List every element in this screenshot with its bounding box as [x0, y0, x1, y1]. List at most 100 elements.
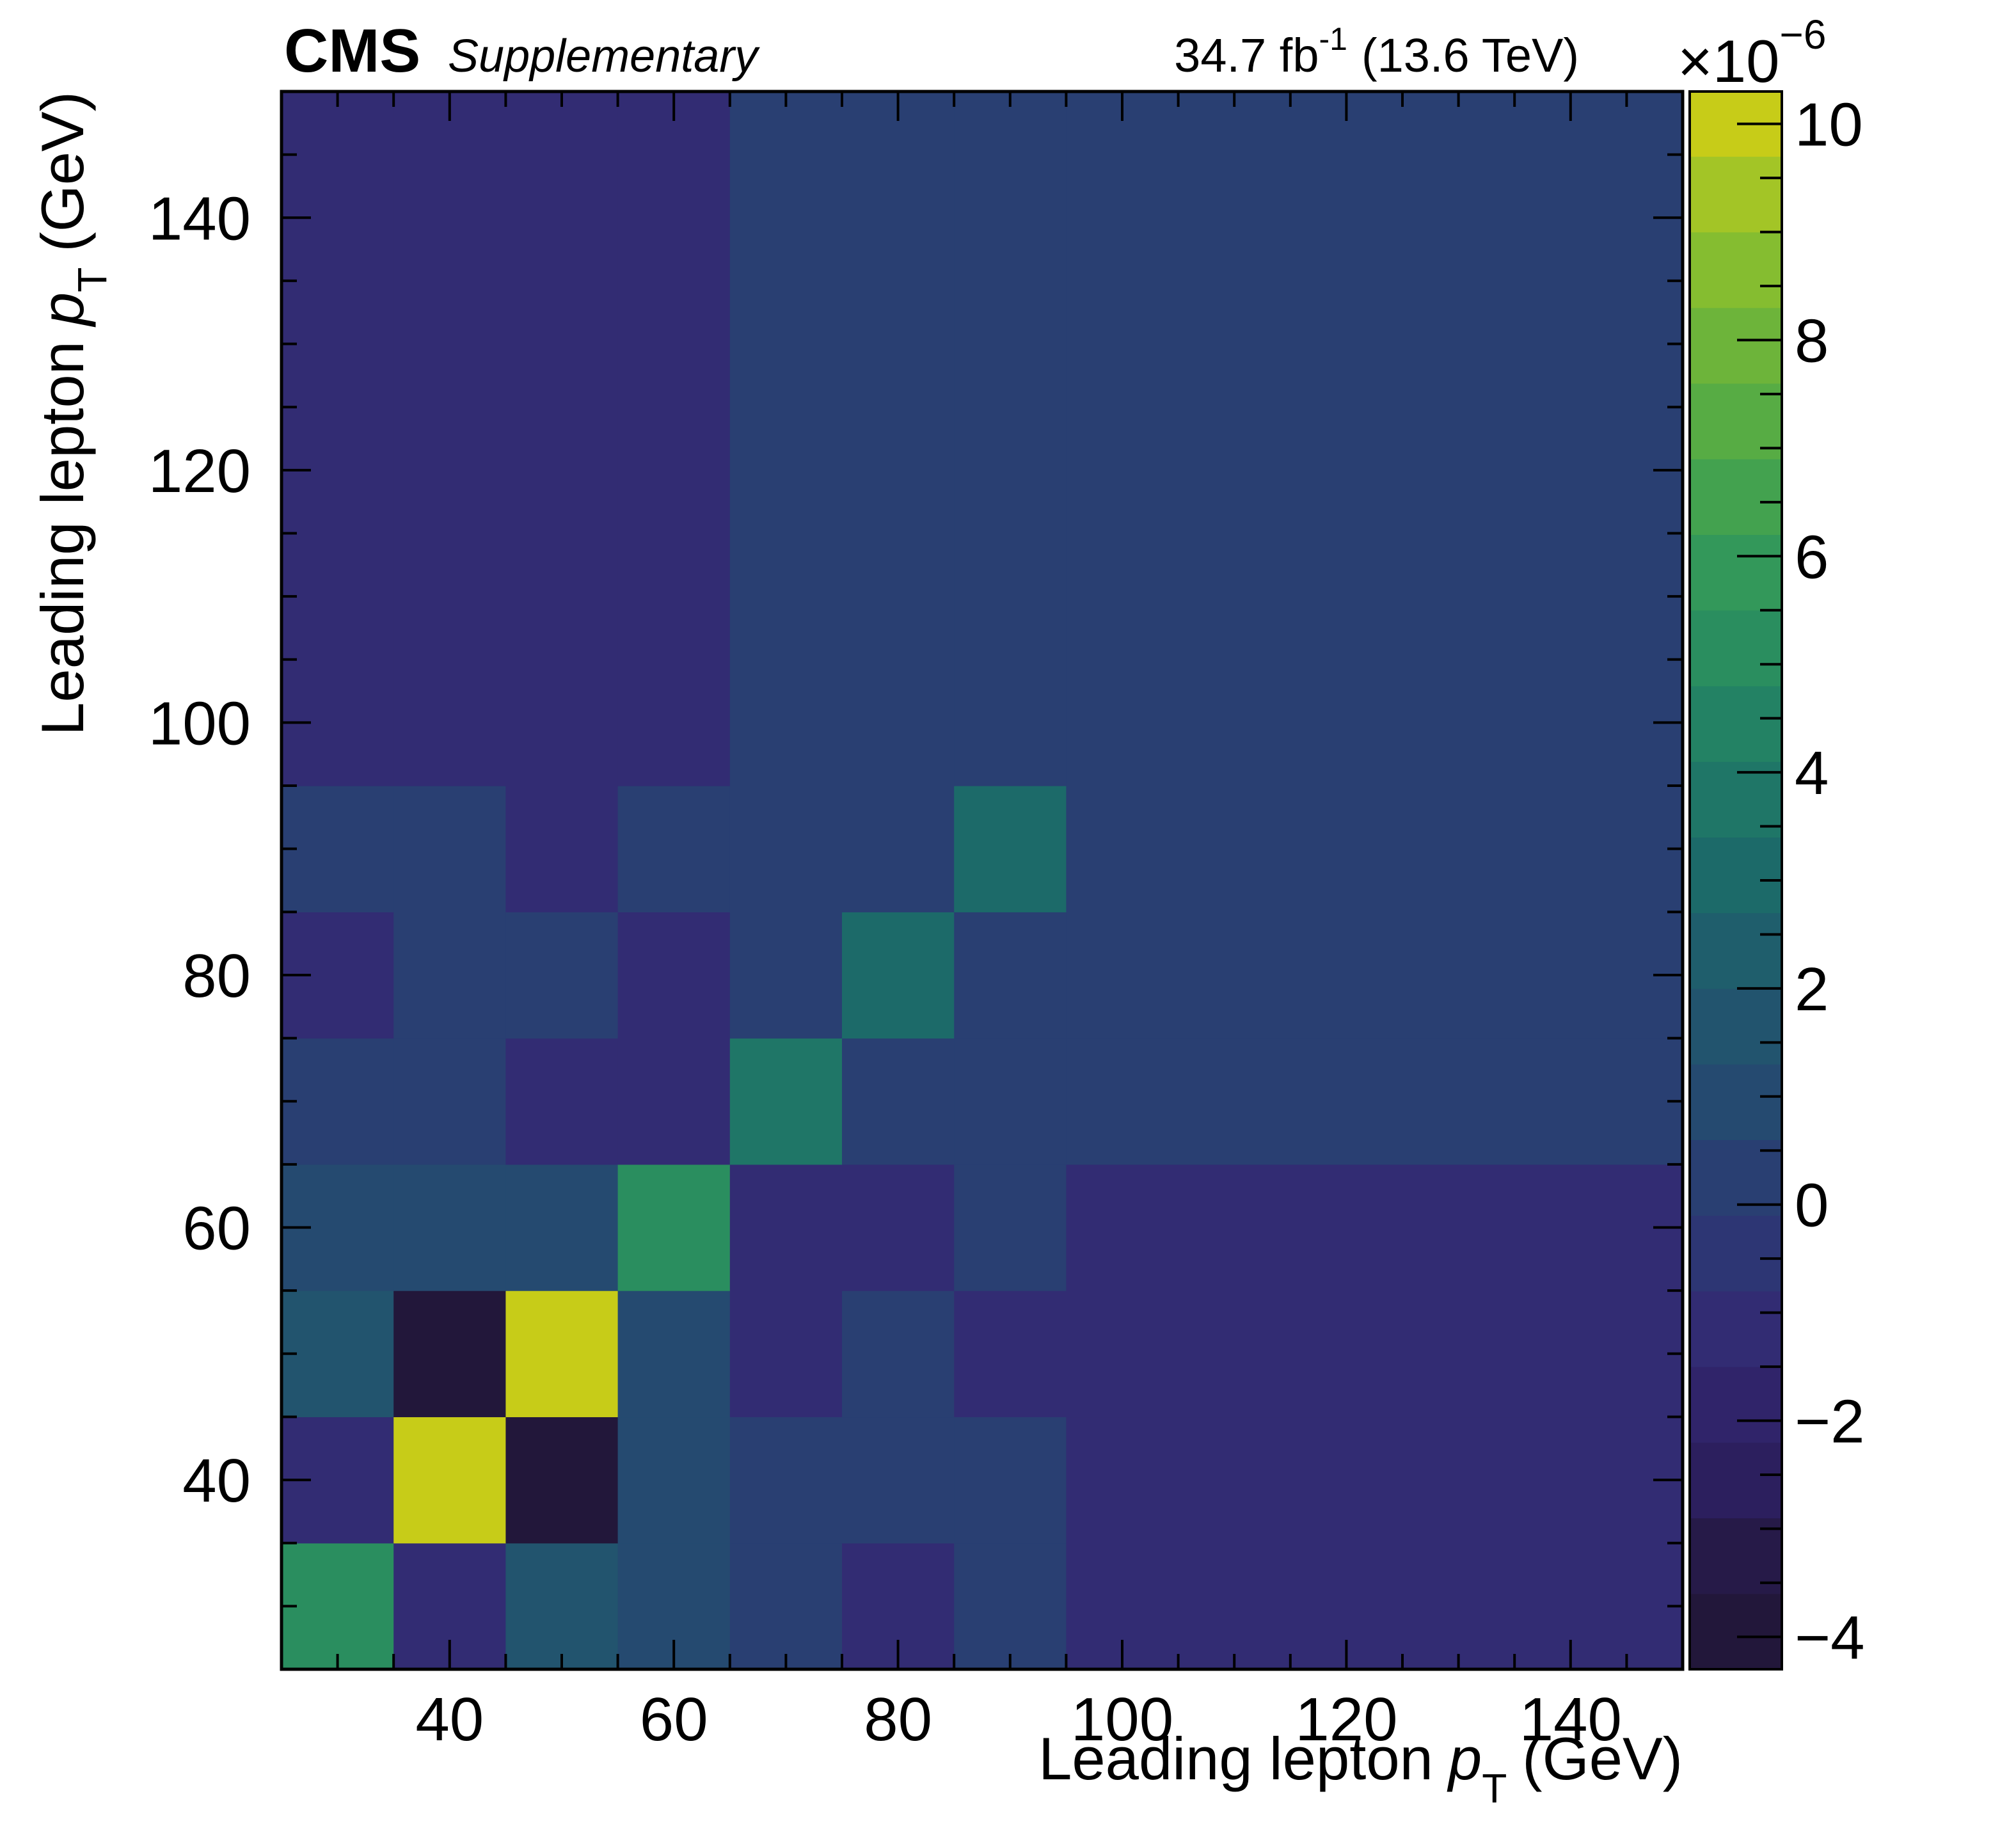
heatmap-cell: [842, 912, 955, 1039]
heatmap-cell: [729, 1290, 843, 1418]
axis-ticks: [282, 90, 1782, 1669]
y-tick-label: 40: [182, 1447, 251, 1515]
heatmap-cell: [954, 1164, 1067, 1291]
heatmap-cell: [954, 912, 1067, 1039]
heatmap-cell: [842, 1290, 955, 1418]
heatmap-cell: [954, 91, 1067, 786]
colorbar-tick-label: −4: [1795, 1603, 1864, 1672]
heatmap-cell: [954, 1543, 1067, 1670]
y-axis-variable: p: [29, 292, 96, 328]
heatmap-cell: [393, 1290, 506, 1418]
energy-value: (13.6 TeV): [1361, 29, 1579, 82]
colorbar-tick-label: 0: [1795, 1171, 1829, 1240]
heatmap-cell: [505, 1543, 619, 1670]
x-axis-variable-subscript: T: [1482, 1765, 1507, 1811]
colorbar-band: [1690, 1064, 1782, 1140]
colorbar-band: [1690, 534, 1782, 611]
colorbar-band: [1690, 383, 1782, 459]
heatmap-cell: [729, 1038, 843, 1165]
colorbar-band: [1690, 1442, 1782, 1519]
plot-frame: [280, 90, 1685, 1671]
heatmap-cell: [729, 1543, 843, 1670]
axis-tick-labels: 40 60 80 100 120 140 40 60 80 100 120 140 −4 −2 0 2 4 6 8 1…: [148, 91, 1865, 1754]
lumi-exponent: -1: [1319, 21, 1347, 57]
heatmap-cell: [617, 1290, 731, 1418]
x-axis-unit: (GeV): [1522, 1725, 1683, 1792]
colorbar: [1690, 91, 1782, 1670]
heatmap-cell: [1066, 1543, 1683, 1670]
colorbar-band: [1690, 1215, 1782, 1292]
heatmap-cell: [393, 91, 506, 786]
heatmap-cell: [954, 1038, 1067, 1165]
heatmap-cell: [282, 1543, 394, 1670]
x-tick-label: 80: [864, 1685, 932, 1754]
heatmap-cell: [1066, 1038, 1683, 1165]
heatmap-cell: [729, 1164, 843, 1291]
heatmap-cell: [954, 1417, 1067, 1544]
heatmap-cell: [393, 786, 506, 912]
y-axis-unit: (GeV): [29, 91, 96, 252]
heatmap-cell: [505, 1038, 619, 1165]
heatmap-cell: [1066, 1290, 1683, 1418]
colorbar-band: [1690, 1139, 1782, 1216]
x-tick-label: 100: [1071, 1685, 1173, 1754]
colorbar-band: [1690, 988, 1782, 1065]
heatmap-cell: [505, 912, 619, 1039]
heatmap-cell: [282, 786, 394, 912]
colorbar-tick-label: 2: [1795, 955, 1829, 1024]
heatmap-cell: [617, 1038, 731, 1165]
colorbar-tick-label: 8: [1795, 306, 1829, 375]
y-axis-title: Leading lepton pT (GeV): [29, 91, 115, 736]
heatmap-cell: [505, 1290, 619, 1418]
heatmap-cell: [954, 786, 1067, 912]
heatmap-cell: [729, 1417, 843, 1544]
colorbar-band: [1690, 685, 1782, 762]
colorbar-band: [1690, 912, 1782, 989]
colorbar-band: [1690, 1518, 1782, 1594]
heatmap-cell: [505, 91, 619, 786]
y-axis-variable-subscript: T: [69, 267, 115, 292]
colorbar-band: [1690, 837, 1782, 914]
heatmap-cell: [842, 1417, 955, 1544]
heatmap-cell: [282, 1290, 394, 1418]
y-tick-label: 120: [148, 437, 251, 505]
x-axis-title: Leading lepton pT (GeV): [1038, 1725, 1683, 1811]
heatmap-cell: [393, 1164, 506, 1291]
colorbar-band: [1690, 232, 1782, 308]
colorbar-band: [1690, 610, 1782, 687]
heatmap-cell: [505, 1164, 619, 1291]
heatmap-cell: [729, 912, 843, 1039]
heatmap-cell: [617, 1164, 731, 1291]
y-tick-label: 60: [182, 1195, 251, 1263]
heatmap-cell: [393, 1417, 506, 1544]
colorbar-band: [1690, 307, 1782, 384]
x-tick-label: 40: [415, 1685, 484, 1754]
y-tick-label: 100: [148, 689, 251, 758]
heatmap-cell: [505, 786, 619, 912]
heatmap-cells: [282, 91, 1683, 1670]
y-tick-label: 80: [182, 942, 251, 1010]
cms-label: CMS: [284, 17, 420, 85]
heatmap-cell: [282, 91, 394, 786]
supplementary-label: Supplementary: [448, 31, 760, 82]
luminosity-label: 34.7 fb-1 (13.6 TeV): [1174, 21, 1579, 82]
colorbar-band: [1690, 459, 1782, 536]
lumi-value: 34.7 fb: [1174, 29, 1319, 82]
heatmap-cell: [393, 912, 506, 1039]
x-axis-variable: p: [1447, 1725, 1482, 1792]
colorbar-tick-label: 6: [1795, 523, 1829, 591]
colorbar-band: [1690, 1367, 1782, 1443]
heatmap-cell: [1066, 786, 1683, 912]
heatmap-cell: [617, 91, 731, 786]
y-tick-label: 140: [148, 184, 251, 253]
colorbar-band: [1690, 156, 1782, 233]
heatmap-cell: [729, 91, 843, 786]
heatmap-cell: [617, 912, 731, 1039]
colorbar-tick-label: −2: [1795, 1388, 1864, 1456]
colorbar-multiplier-exponent: −6: [1779, 12, 1826, 58]
colorbar-tick-label: 10: [1795, 91, 1863, 159]
x-tick-label: 60: [640, 1685, 708, 1754]
colorbar-band: [1690, 761, 1782, 838]
heatmap-cell: [505, 1417, 619, 1544]
